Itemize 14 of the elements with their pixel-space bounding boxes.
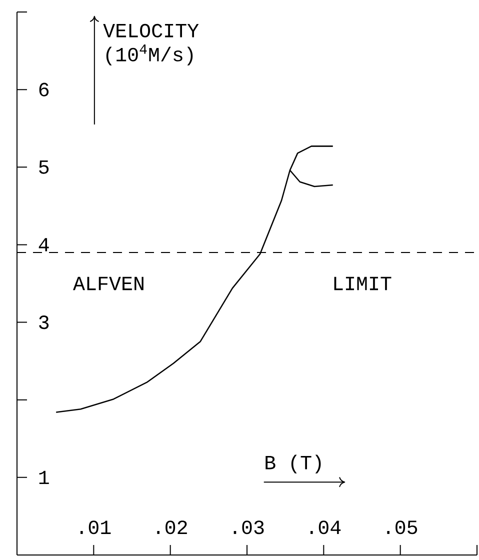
y-tick-label: 4: [38, 238, 49, 252]
x-tick-label: .05: [387, 520, 418, 534]
x-tick-label: .01: [80, 520, 111, 534]
y-tick-label: 6: [39, 82, 49, 96]
annotation: LIMIT: [334, 276, 392, 290]
x-tick-label: .04: [310, 520, 341, 534]
y-tick-label: 1: [39, 470, 49, 484]
x-tick-label: .03: [234, 520, 264, 534]
x-axis-title: B (T): [266, 454, 321, 474]
y-tick-label: 5: [39, 160, 49, 174]
x-tick-label: .02: [157, 520, 187, 534]
y-tick-label: 3: [39, 316, 49, 330]
annotation: ALFVEN: [72, 276, 144, 290]
y-axis-title: VELOCITY (10$^{4}$M/s): [103, 24, 199, 66]
